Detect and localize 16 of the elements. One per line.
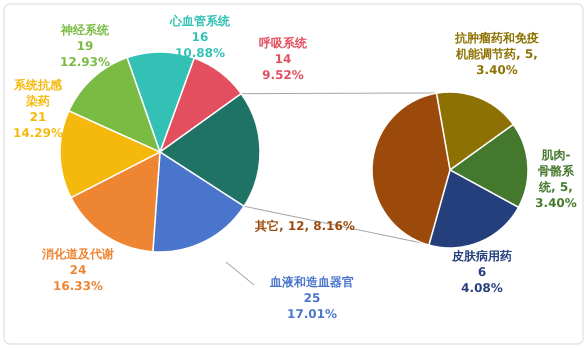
- data-label: 21 14.29%: [13, 110, 63, 140]
- slice-label: 消化道及代谢: [41, 247, 114, 262]
- data-label: 19 12.93%: [60, 39, 110, 70]
- slice-label: 神经系统: [60, 23, 110, 38]
- data-label: 14 9.52%: [262, 52, 304, 82]
- data-label: 25 17.01%: [287, 291, 337, 322]
- slice-label: 血液和造血器官: [269, 275, 354, 290]
- data-label: 24 16.33%: [53, 263, 103, 294]
- slice-label: 皮肤病用药: [451, 249, 512, 264]
- data-label: 6 4.08%: [461, 265, 503, 296]
- slice-label: 其它, 12, 8.16%: [254, 219, 355, 234]
- slice-label: 系统抗感染药: [13, 78, 63, 108]
- slice-label: 呼吸系统: [259, 36, 308, 50]
- slice-label: 肌肉-骨骼系统, 5, 3.40%: [535, 148, 577, 210]
- slice-label: 心血管系统: [169, 14, 231, 28]
- slice-label: 抗肿瘤药和免疫机能调节药, 5, 3.40%: [454, 31, 539, 78]
